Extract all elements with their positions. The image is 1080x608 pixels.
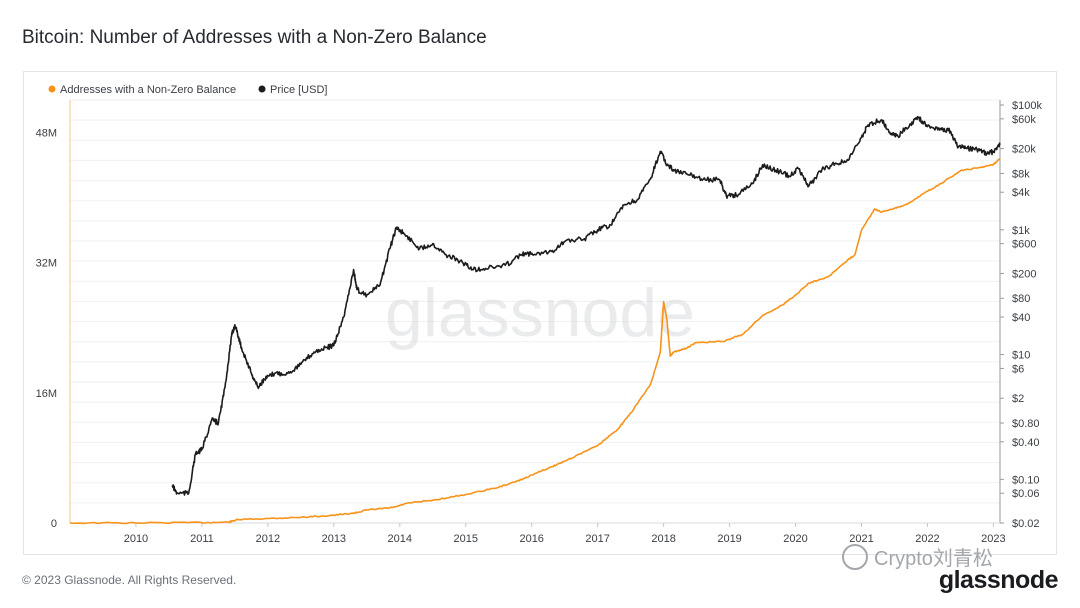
wechat-watermark-label: Crypto刘青松 <box>874 548 993 570</box>
y-axis-right: $100k$60k$20k$8k$4k$1k$600$200$80$40$10$… <box>1000 100 1042 530</box>
legend-marker-1 <box>258 85 266 93</box>
y-right-tick: $100k <box>1012 100 1042 112</box>
x-tick: 2016 <box>519 533 543 545</box>
legend-label-0: Addresses with a Non-Zero Balance <box>60 84 236 96</box>
x-tick: 2017 <box>585 533 609 545</box>
y-right-tick: $20k <box>1012 144 1036 156</box>
y-right-tick: $60k <box>1012 114 1036 126</box>
grid <box>69 99 1001 524</box>
x-tick: 2021 <box>849 533 873 545</box>
x-tick: 2023 <box>981 533 1005 545</box>
x-tick: 2022 <box>915 533 939 545</box>
series-line-addresses <box>69 157 1001 525</box>
x-tick: 2011 <box>190 533 214 545</box>
wechat-logo-icon <box>842 543 868 570</box>
x-tick: 2019 <box>717 533 741 545</box>
series-line-price <box>171 115 1001 496</box>
y-right-tick: $600 <box>1012 239 1036 251</box>
y-right-tick: $8k <box>1012 168 1030 180</box>
y-right-tick: $0.06 <box>1012 488 1040 500</box>
y-right-tick: $0.02 <box>1012 518 1040 530</box>
y-right-tick: $0.40 <box>1012 437 1040 449</box>
chart-title: Bitcoin: Number of Addresses with a Non-… <box>22 27 487 48</box>
y-left-tick: 48M <box>36 128 57 140</box>
x-tick: 2013 <box>322 533 346 545</box>
x-tick: 2010 <box>124 533 148 545</box>
y-left-tick: 32M <box>36 258 57 270</box>
y-right-tick: $80 <box>1012 293 1030 305</box>
chart-card <box>23 71 1057 555</box>
chart-watermark: glassnode <box>385 275 695 351</box>
x-tick: 2018 <box>651 533 675 545</box>
x-tick: 2014 <box>388 533 412 545</box>
legend-label-1: Price [USD] <box>270 84 327 96</box>
y-right-tick: $0.10 <box>1012 474 1040 486</box>
y-right-tick: $10 <box>1012 350 1030 362</box>
x-tick: 2012 <box>256 533 280 545</box>
y-left-tick: 16M <box>36 388 57 400</box>
y-right-tick: $2 <box>1012 393 1024 405</box>
y-right-tick: $1k <box>1012 225 1030 237</box>
wechat-watermark: Crypto刘青松 <box>842 542 993 571</box>
copyright-footer: © 2023 Glassnode. All Rights Reserved. <box>22 573 237 587</box>
x-tick: 2020 <box>783 533 807 545</box>
brand-logo: glassnode <box>938 566 1059 594</box>
y-axis-left: 0 16M 32M 48M <box>36 128 57 530</box>
y-right-tick: $6 <box>1012 363 1024 375</box>
legend-marker-0 <box>48 85 56 93</box>
x-axis: 2010 2011 2012 2013 2014 2015 2016 2017 2018 2019… <box>124 523 1006 545</box>
y-right-tick: $40 <box>1012 312 1030 324</box>
y-right-tick: $4k <box>1012 187 1030 199</box>
x-tick: 2015 <box>454 533 478 545</box>
y-right-tick: $0.80 <box>1012 418 1040 430</box>
y-left-tick: 0 <box>51 518 57 530</box>
legend: Addresses with a Non-Zero Balance Price [… <box>48 84 327 96</box>
y-right-tick: $200 <box>1012 268 1036 280</box>
series-group <box>69 115 1001 525</box>
